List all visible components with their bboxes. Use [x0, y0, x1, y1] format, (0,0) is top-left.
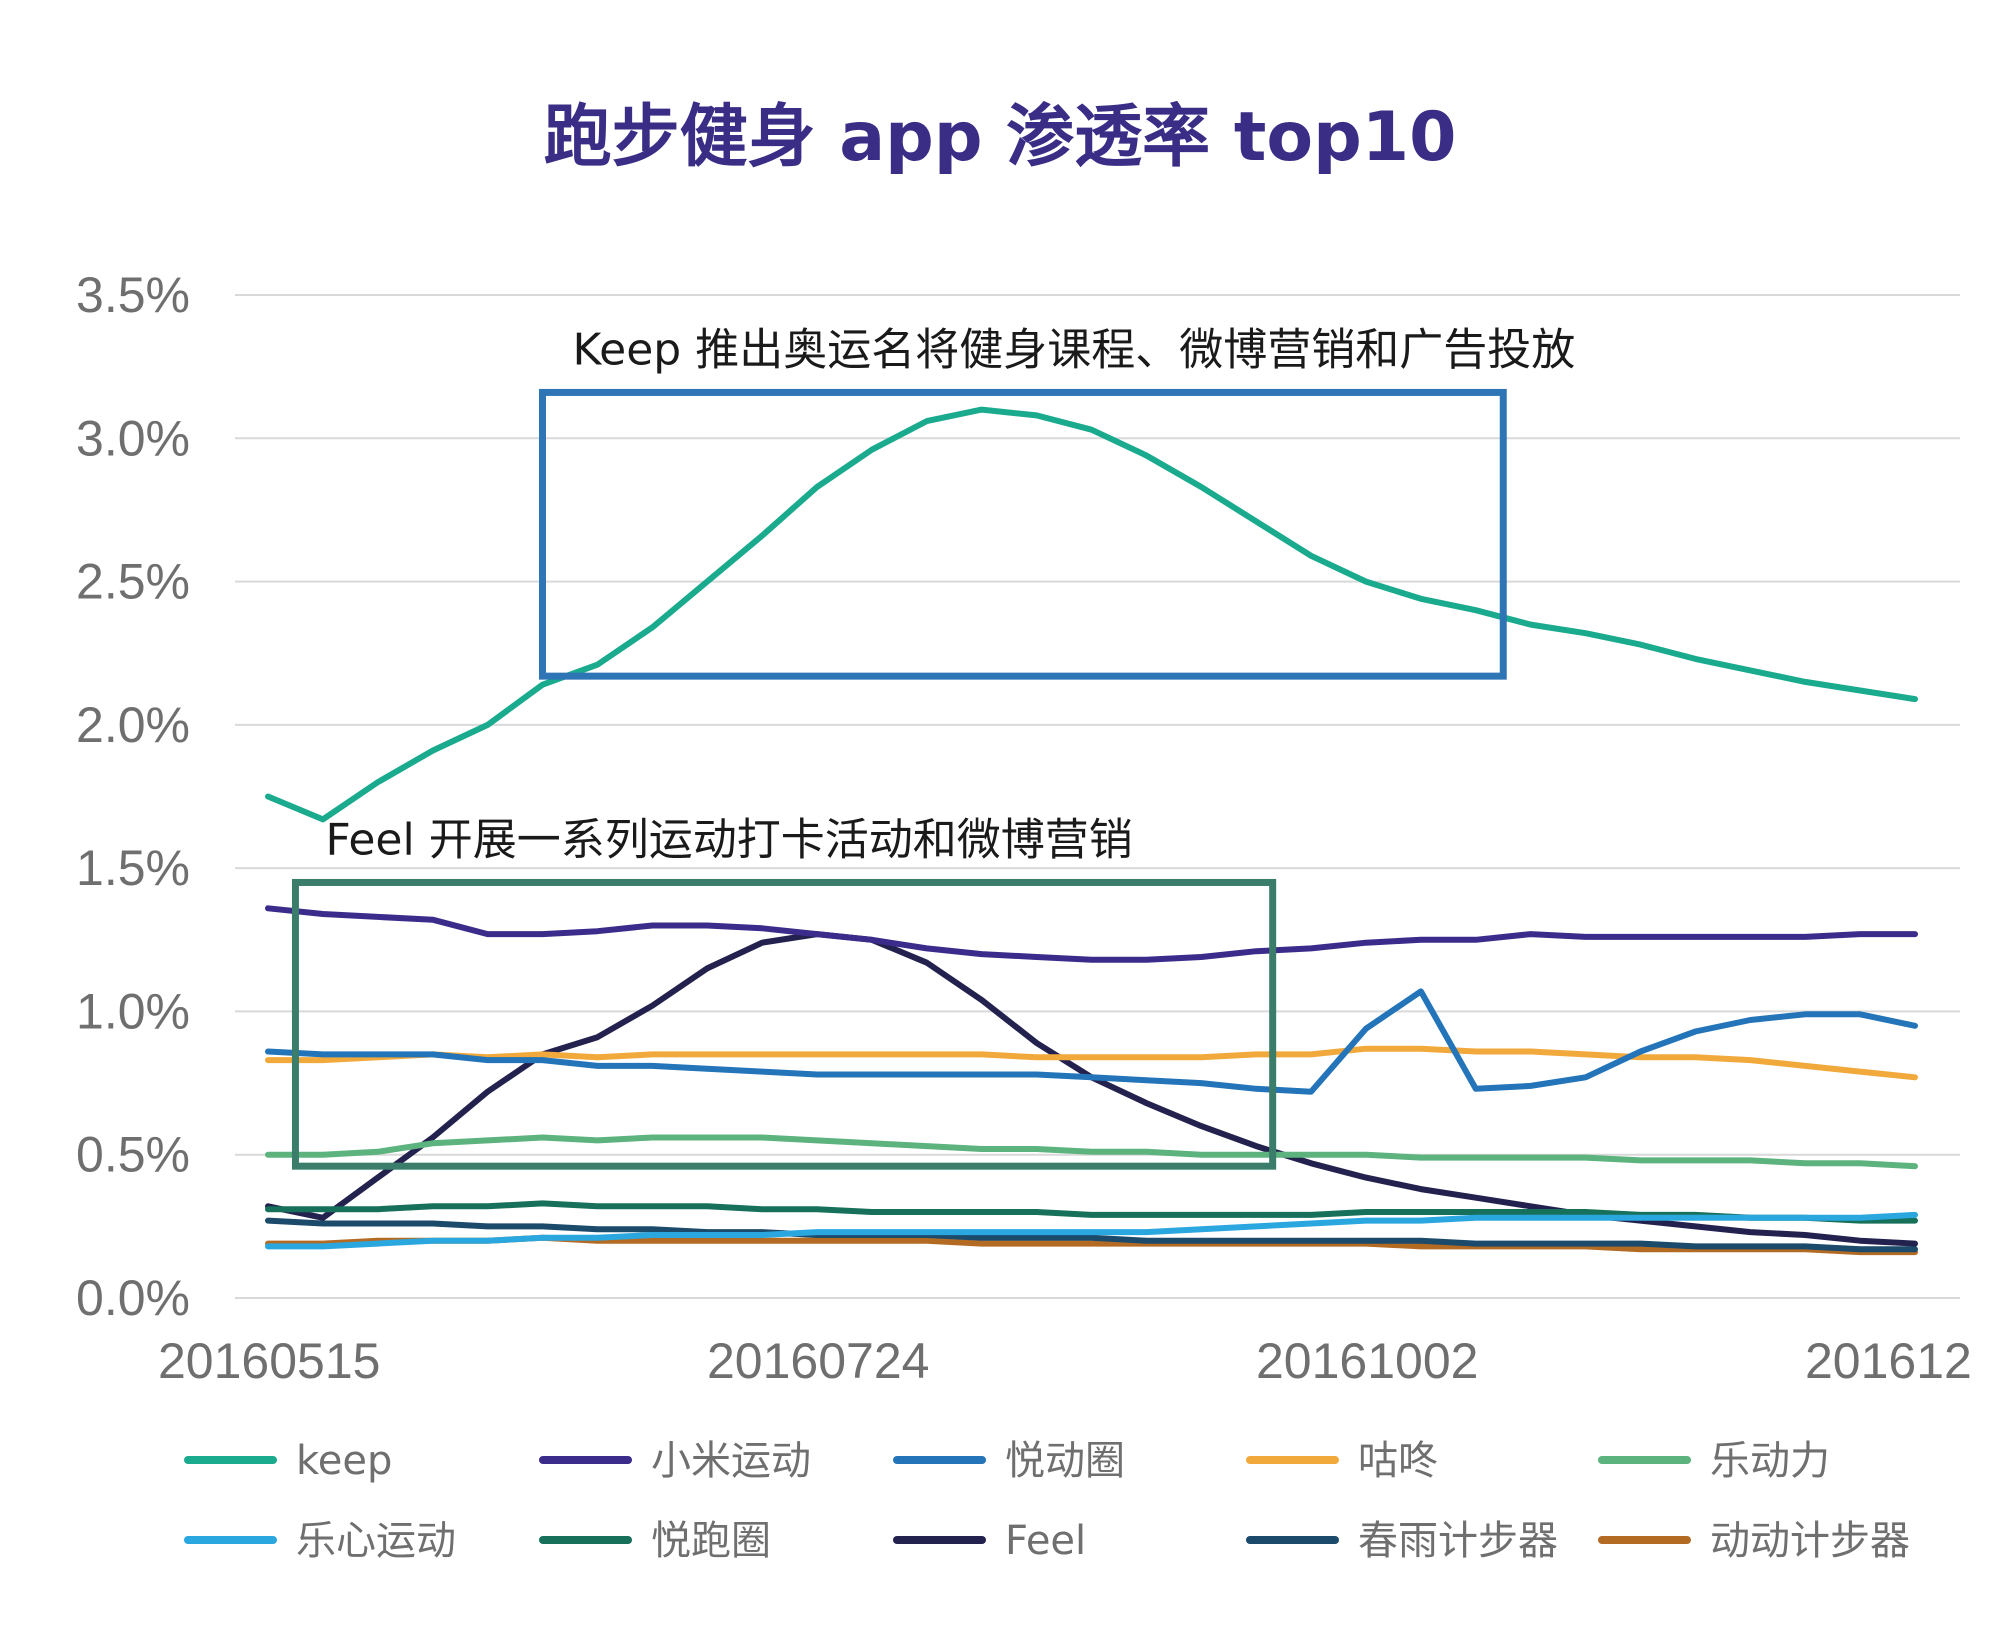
- y-axis-ticks: 0.0% 0.5% 1.0% 1.5% 2.0% 2.5% 3.0% 3.5%: [76, 267, 190, 1326]
- legend-item: 小米运动: [539, 1438, 811, 1484]
- legend-item: 悦跑圈: [539, 1518, 771, 1564]
- y-tick-label: 2.5%: [76, 554, 190, 610]
- legend-label: 小米运动: [651, 1438, 811, 1484]
- legend-label: 动动计步器: [1710, 1518, 1910, 1564]
- y-tick-label: 1.0%: [76, 983, 190, 1039]
- series-line-悦动圈: [265, 988, 1918, 1095]
- annotations: Keep 推出奥运名将健身课程、微博营销和广告投放 Feel 开展一系列运动打卡活…: [291, 324, 1576, 1170]
- series-line-咕咚: [265, 1045, 1918, 1081]
- legend-label: 咕咚: [1358, 1438, 1438, 1484]
- chart-title: 跑步健身 app 渗透率 top10: [544, 98, 1457, 177]
- annotation-label: Keep 推出奥运名将健身课程、微博营销和广告投放: [573, 324, 1576, 375]
- legend-item: 悦动圈: [893, 1438, 1125, 1484]
- grid-lines: [235, 294, 1960, 1299]
- annotation-box: [539, 388, 1507, 680]
- legend-item: 咕咚: [1246, 1438, 1438, 1484]
- series-line-春雨计步器: [265, 1217, 1918, 1253]
- x-tick-label: 20160515: [158, 1333, 380, 1389]
- x-tick-label: 20161002: [1256, 1333, 1478, 1389]
- y-tick-label: 1.5%: [76, 840, 190, 896]
- series-line-乐心运动: [265, 1211, 1918, 1250]
- legend-label: 春雨计步器: [1358, 1518, 1558, 1564]
- x-tick-label: 20160724: [707, 1333, 929, 1389]
- x-tick-label: 201612: [1805, 1333, 1972, 1389]
- series-lines: [265, 406, 1918, 1256]
- legend-label: Feel: [1005, 1518, 1086, 1564]
- legend-item: 乐动力: [1598, 1438, 1830, 1484]
- legend-label: 悦动圈: [1005, 1438, 1125, 1484]
- legend-label: 乐动力: [1710, 1438, 1830, 1484]
- legend-label: 悦跑圈: [651, 1518, 771, 1564]
- series-line-Feel: [265, 931, 1918, 1247]
- legend-item: 春雨计步器: [1246, 1518, 1558, 1564]
- y-tick-label: 0.0%: [76, 1270, 190, 1326]
- legend-item: 动动计步器: [1598, 1518, 1910, 1564]
- legend-label: 乐心运动: [296, 1518, 456, 1564]
- legend-label: keep: [296, 1438, 392, 1484]
- legend-item: keep: [184, 1438, 392, 1484]
- y-tick-label: 3.5%: [76, 267, 190, 323]
- x-axis-ticks: 20160515 20160724 20161002 201612: [158, 1333, 1972, 1389]
- annotation-box: [291, 878, 1277, 1170]
- y-tick-label: 2.0%: [76, 697, 190, 753]
- series-line-乐动力: [265, 1134, 1918, 1170]
- y-tick-label: 3.0%: [76, 410, 190, 466]
- annotation-label: Feel 开展一系列运动打卡活动和微博营销: [325, 814, 1132, 865]
- legend-item: Feel: [893, 1518, 1086, 1564]
- series-line-小米运动: [265, 905, 1918, 963]
- legend-item: 乐心运动: [184, 1518, 456, 1564]
- y-tick-label: 0.5%: [76, 1127, 190, 1183]
- series-line-keep: [265, 406, 1918, 823]
